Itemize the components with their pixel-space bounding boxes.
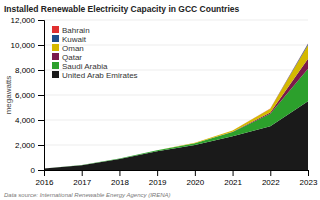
- tick-mark: [233, 170, 234, 176]
- tick: 2021: [224, 170, 242, 187]
- tick-mark: [308, 170, 309, 176]
- tick-mark: [157, 170, 158, 176]
- tick-label: 10,000: [11, 41, 36, 50]
- legend-label: Oman: [62, 44, 84, 53]
- tick: 2019: [149, 170, 167, 187]
- x-axis: 2016 2017 2018 2019 2020 2021 2022 2023: [36, 170, 318, 187]
- plot: 2016 2017 2018 2019 2020 2021 2022 2023 0 2,000 4,…: [11, 16, 318, 187]
- y-axis-title: megawatts: [4, 76, 13, 115]
- area: [44, 59, 308, 169]
- legend: BahrainKuwaitOmanQatarSaudi ArabiaUnited…: [52, 26, 138, 80]
- tick-mark: [38, 120, 44, 121]
- legend-swatch: [52, 62, 59, 69]
- tick-mark: [38, 45, 44, 46]
- legend-item: United Arab Emirates: [52, 71, 138, 80]
- legend-label: Saudi Arabia: [62, 62, 108, 71]
- grid: [44, 20, 308, 170]
- tick-label: 6,000: [15, 91, 36, 100]
- y-axis: 0 2,000 4,000 6,000 8,000 10,000 12,000: [11, 16, 45, 175]
- legend-item: Bahrain: [52, 26, 90, 35]
- grid-line: [44, 95, 308, 96]
- legend-item: Qatar: [52, 53, 82, 62]
- tick-label: 12,000: [11, 16, 36, 25]
- legend-swatch: [52, 35, 59, 42]
- tick-label: 2023: [300, 178, 318, 187]
- tick-label: 8,000: [15, 66, 36, 75]
- tick-mark: [82, 170, 83, 176]
- tick-mark: [38, 145, 44, 146]
- tick-mark: [38, 70, 44, 71]
- legend-label: Qatar: [62, 53, 82, 62]
- tick-label: 2022: [262, 178, 280, 187]
- legend-swatch: [52, 44, 59, 51]
- legend-swatch: [52, 71, 59, 78]
- title: Installed Renewable Electricity Capacity…: [4, 4, 240, 14]
- annotation: Data source: International Renewable Ene…: [4, 192, 171, 198]
- tick: 2017: [73, 170, 91, 187]
- tick: 4,000: [15, 116, 44, 125]
- tick-label: 2019: [149, 178, 167, 187]
- tick-label: 2017: [73, 178, 91, 187]
- tick: 10,000: [11, 41, 44, 50]
- area: [44, 45, 308, 168]
- tick-mark: [195, 170, 196, 176]
- tick-mark: [38, 20, 44, 21]
- area: [44, 43, 308, 168]
- tick-mark: [38, 170, 44, 171]
- tick: 2022: [262, 170, 280, 187]
- tick: 6,000: [15, 91, 44, 100]
- legend-label: Bahrain: [62, 26, 90, 35]
- legend-item: Kuwait: [52, 35, 87, 44]
- axis-domain: [45, 171, 309, 177]
- tick-label: 2018: [111, 178, 129, 187]
- tick-label: 2016: [36, 178, 54, 187]
- tick: 12,000: [11, 16, 44, 25]
- legend-label: United Arab Emirates: [62, 71, 138, 80]
- tick: 0: [31, 166, 44, 175]
- tick-label: 4,000: [15, 116, 36, 125]
- tick-label: 0: [31, 166, 36, 175]
- area: [44, 44, 308, 169]
- legend-swatch: [52, 53, 59, 60]
- tick: 2023: [300, 170, 318, 187]
- tick: 2,000: [15, 141, 44, 150]
- areas: [44, 43, 308, 170]
- grid-line: [44, 20, 308, 21]
- legend-item: Oman: [52, 44, 84, 53]
- tick: 2020: [186, 170, 204, 187]
- tick-label: 2,000: [15, 141, 36, 150]
- tick-label: 2020: [186, 178, 204, 187]
- tick-mark: [119, 170, 120, 176]
- tick-mark: [270, 170, 271, 176]
- tick: 8,000: [15, 66, 44, 75]
- chart: 2016 2017 2018 2019 2020 2021 2022 2023 0 2,000 4,…: [0, 0, 320, 200]
- tick-mark: [38, 95, 44, 96]
- tick-label: 2021: [224, 178, 242, 187]
- area: [44, 69, 308, 169]
- axis-domain: [38, 21, 45, 171]
- tick: 2018: [111, 170, 129, 187]
- legend-swatch: [52, 26, 59, 33]
- tick: 2016: [36, 170, 54, 187]
- legend-label: Kuwait: [62, 35, 87, 44]
- legend-item: Saudi Arabia: [52, 62, 108, 71]
